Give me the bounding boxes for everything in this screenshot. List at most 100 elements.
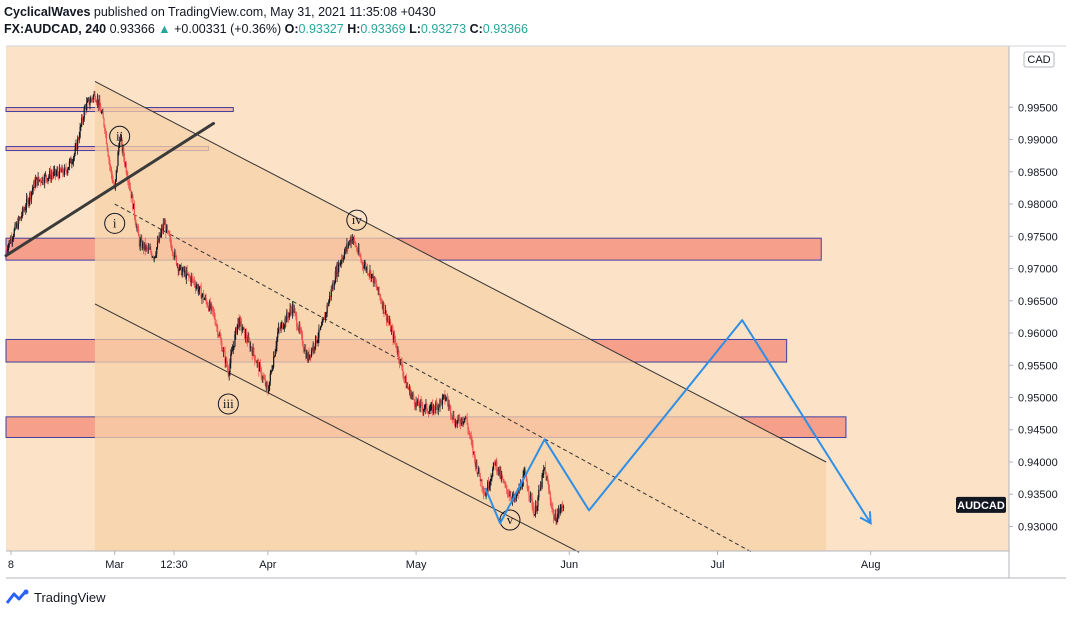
candle-body	[234, 334, 236, 346]
candle-body	[403, 376, 406, 379]
last-price: 0.93366	[109, 22, 155, 36]
published-info: published on TradingView.com, May 31, 20…	[93, 5, 436, 19]
candle-body	[191, 277, 193, 279]
candle-body	[348, 240, 350, 244]
candle-body	[490, 478, 492, 481]
candle-body	[323, 317, 325, 320]
candle-body	[320, 325, 322, 327]
candle-body	[414, 404, 416, 408]
candle-body	[152, 256, 155, 259]
candle-body	[184, 270, 187, 279]
candle-body	[441, 400, 443, 405]
candle-body	[528, 491, 530, 496]
candle-body	[475, 462, 477, 467]
candle-body	[501, 476, 504, 479]
candle-body	[313, 344, 315, 349]
up-arrow-icon: ▲	[158, 22, 171, 36]
candle-body	[53, 171, 55, 176]
candle-body	[217, 326, 219, 335]
candle-body	[509, 495, 511, 497]
candle-body	[290, 308, 292, 311]
candle-body	[339, 262, 341, 266]
candle-body	[151, 253, 153, 258]
candle-body	[405, 376, 407, 389]
candle-body	[501, 476, 503, 479]
candle-body	[443, 394, 445, 396]
candle-body	[460, 418, 462, 425]
candle-body	[162, 223, 164, 231]
candle-body	[30, 191, 33, 199]
high-label: H:	[347, 22, 361, 36]
candle-body	[373, 277, 375, 284]
author-name[interactable]: CyclicalWaves	[4, 5, 91, 19]
candle-body	[400, 359, 402, 363]
wave-circle	[346, 209, 368, 231]
close-value: 0.93366	[482, 22, 528, 36]
candle-body	[446, 398, 448, 402]
candle-body	[315, 336, 317, 347]
candle-body	[50, 174, 52, 179]
candle-body	[380, 300, 383, 303]
wave-circle	[217, 393, 239, 415]
candle-body	[113, 182, 115, 187]
wave-circle	[104, 212, 126, 234]
candle-body	[280, 325, 282, 330]
candle-body	[415, 401, 417, 408]
low-value: 0.93273	[420, 22, 467, 36]
candle-body	[473, 451, 475, 453]
candle-body	[177, 264, 179, 272]
candle-body	[11, 238, 14, 242]
candle-body	[413, 399, 416, 405]
candle-body	[426, 403, 428, 412]
candle-body	[470, 436, 472, 441]
candle-body	[71, 162, 73, 164]
candle-body	[150, 249, 152, 254]
candle-body	[226, 365, 229, 370]
candle-body	[536, 506, 538, 512]
candle-body	[345, 247, 347, 250]
candle-body	[245, 333, 248, 340]
candle-body	[463, 421, 465, 423]
candle-body	[93, 93, 95, 96]
candle-body	[143, 242, 145, 249]
candle-body	[142, 242, 144, 249]
candle-body	[56, 170, 58, 174]
candle-body	[135, 222, 137, 228]
candle-body	[439, 399, 441, 407]
candle-body	[7, 249, 9, 251]
candle-body	[181, 270, 183, 276]
candle-body	[39, 179, 41, 181]
candle-body	[315, 336, 318, 343]
candle-body	[436, 404, 439, 410]
candle-body	[272, 366, 274, 371]
candle-body	[153, 257, 155, 259]
candle-body	[16, 223, 19, 229]
candle-body	[395, 343, 397, 349]
candle-body	[172, 252, 174, 257]
candle-body	[169, 235, 171, 238]
symbol-interval[interactable]: FX:AUDCAD, 240	[4, 22, 107, 36]
candle-body	[431, 404, 434, 413]
candle-body	[140, 239, 142, 241]
candle-body	[432, 405, 434, 413]
candle-body	[503, 482, 505, 484]
candle-body	[310, 354, 312, 357]
candle-body	[375, 283, 378, 288]
candle-body	[7, 244, 10, 250]
candle-body	[512, 494, 514, 497]
wave-label: i	[113, 215, 117, 230]
candle-body	[351, 237, 353, 240]
candle-body	[526, 481, 528, 489]
candle-body	[46, 178, 48, 181]
brand-name[interactable]: TradingView	[34, 589, 106, 605]
candle-body	[473, 451, 476, 458]
candle-body	[550, 500, 552, 507]
candle-body	[12, 236, 15, 239]
wave-label: ii	[116, 128, 124, 143]
y-tick-label: 0.99500	[1018, 102, 1058, 114]
candle-body	[434, 409, 436, 411]
candle-body	[391, 328, 393, 330]
candle-body	[246, 339, 248, 343]
candle-body	[204, 297, 206, 300]
